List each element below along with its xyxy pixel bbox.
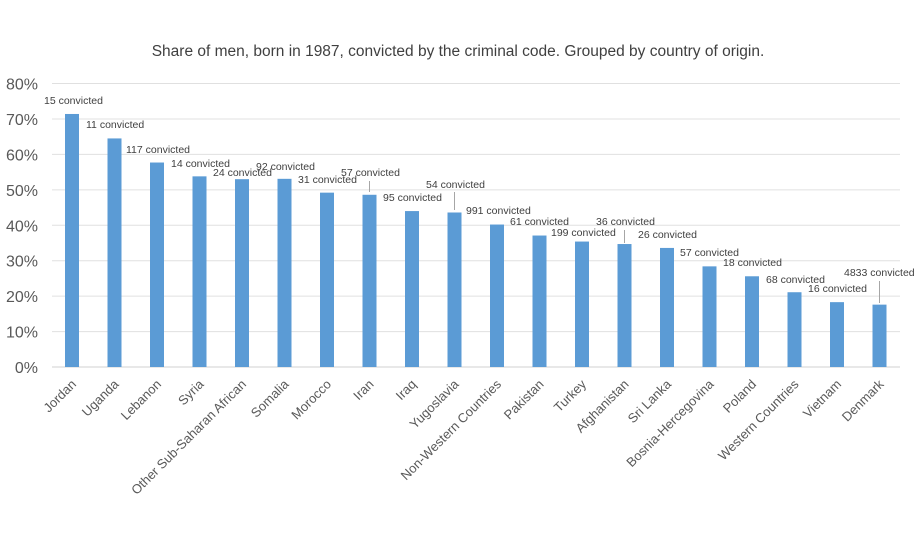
bar-sri-lanka	[660, 247, 674, 367]
bar-uganda	[107, 138, 122, 367]
data-label: 14 convicted	[171, 158, 230, 170]
data-label: 15 convicted	[44, 95, 103, 107]
x-tick-label: Morocco	[288, 377, 334, 423]
bar-bosnia-hercegovina	[702, 266, 717, 367]
y-tick-label: 40%	[6, 218, 38, 235]
y-tick-label: 70%	[6, 112, 38, 129]
data-label: 92 convicted	[256, 161, 315, 173]
data-label: 36 convicted	[596, 216, 655, 228]
data-label: 11 convicted	[86, 119, 144, 131]
bar-morocco	[320, 192, 334, 367]
x-tick-label: Somalia	[248, 376, 292, 420]
bar-vietnam	[830, 302, 844, 367]
data-label: 95 convicted	[383, 192, 442, 204]
x-tick-label: Uganda	[79, 376, 122, 419]
bar-afghanistan	[617, 244, 632, 367]
y-tick-label: 20%	[6, 289, 38, 306]
data-label: 31 convicted	[298, 174, 357, 186]
bar-iraq	[405, 211, 419, 367]
x-tick-label: Iran	[350, 377, 376, 403]
bar-non-western-countries	[490, 224, 504, 367]
bar-poland	[745, 276, 759, 367]
bar-pakistan	[532, 235, 547, 367]
bar-turkey	[575, 241, 589, 367]
data-label: 117 convicted	[126, 144, 190, 156]
bar-other-sub-saharan-african	[235, 179, 249, 367]
data-label: 68 convicted	[766, 274, 825, 286]
x-tick-label: Lebanon	[118, 377, 164, 423]
x-tick-label: Vietnam	[800, 377, 844, 421]
x-tick-label: Pakistan	[501, 377, 547, 423]
y-tick-label: 60%	[6, 147, 38, 164]
x-tick-label: Poland	[720, 377, 759, 416]
bar-yugoslavia	[447, 212, 462, 367]
bar-somalia	[277, 178, 292, 367]
y-tick-label: 30%	[6, 254, 38, 271]
x-tick-label: Western Countries	[715, 376, 802, 463]
y-tick-label: 80%	[6, 77, 38, 94]
y-tick-label: 50%	[6, 183, 38, 200]
bar-lebanon	[150, 162, 164, 367]
data-label: 61 convicted	[510, 216, 569, 228]
chart-title: Share of men, born in 1987, convicted by…	[152, 43, 765, 60]
data-label: 24 convicted	[213, 167, 272, 179]
data-label: 57 convicted	[341, 167, 400, 179]
x-tick-label: Turkey	[551, 376, 590, 415]
y-tick-label: 0%	[15, 360, 38, 377]
data-label: 26 convicted	[638, 229, 697, 241]
data-label: 57 convicted	[680, 247, 739, 259]
bar-jordan	[65, 113, 79, 367]
data-label: 4833 convicted	[844, 267, 915, 279]
data-label: 54 convicted	[426, 179, 485, 191]
data-label: 16 convicted	[808, 283, 867, 295]
bar-denmark	[872, 304, 887, 367]
bar-iran	[362, 194, 377, 367]
x-tick-label: Jordan	[40, 377, 79, 416]
data-label: 199 convicted	[551, 227, 616, 239]
bar-syria	[192, 176, 207, 367]
data-label: 18 convicted	[723, 257, 782, 269]
bar-western-countries	[787, 292, 802, 367]
data-label: 991 convicted	[466, 205, 531, 217]
y-tick-label: 10%	[6, 325, 38, 342]
x-tick-label: Syria	[175, 376, 207, 408]
x-tick-label: Iraq	[393, 377, 419, 403]
x-tick-label: Denmark	[839, 376, 887, 424]
